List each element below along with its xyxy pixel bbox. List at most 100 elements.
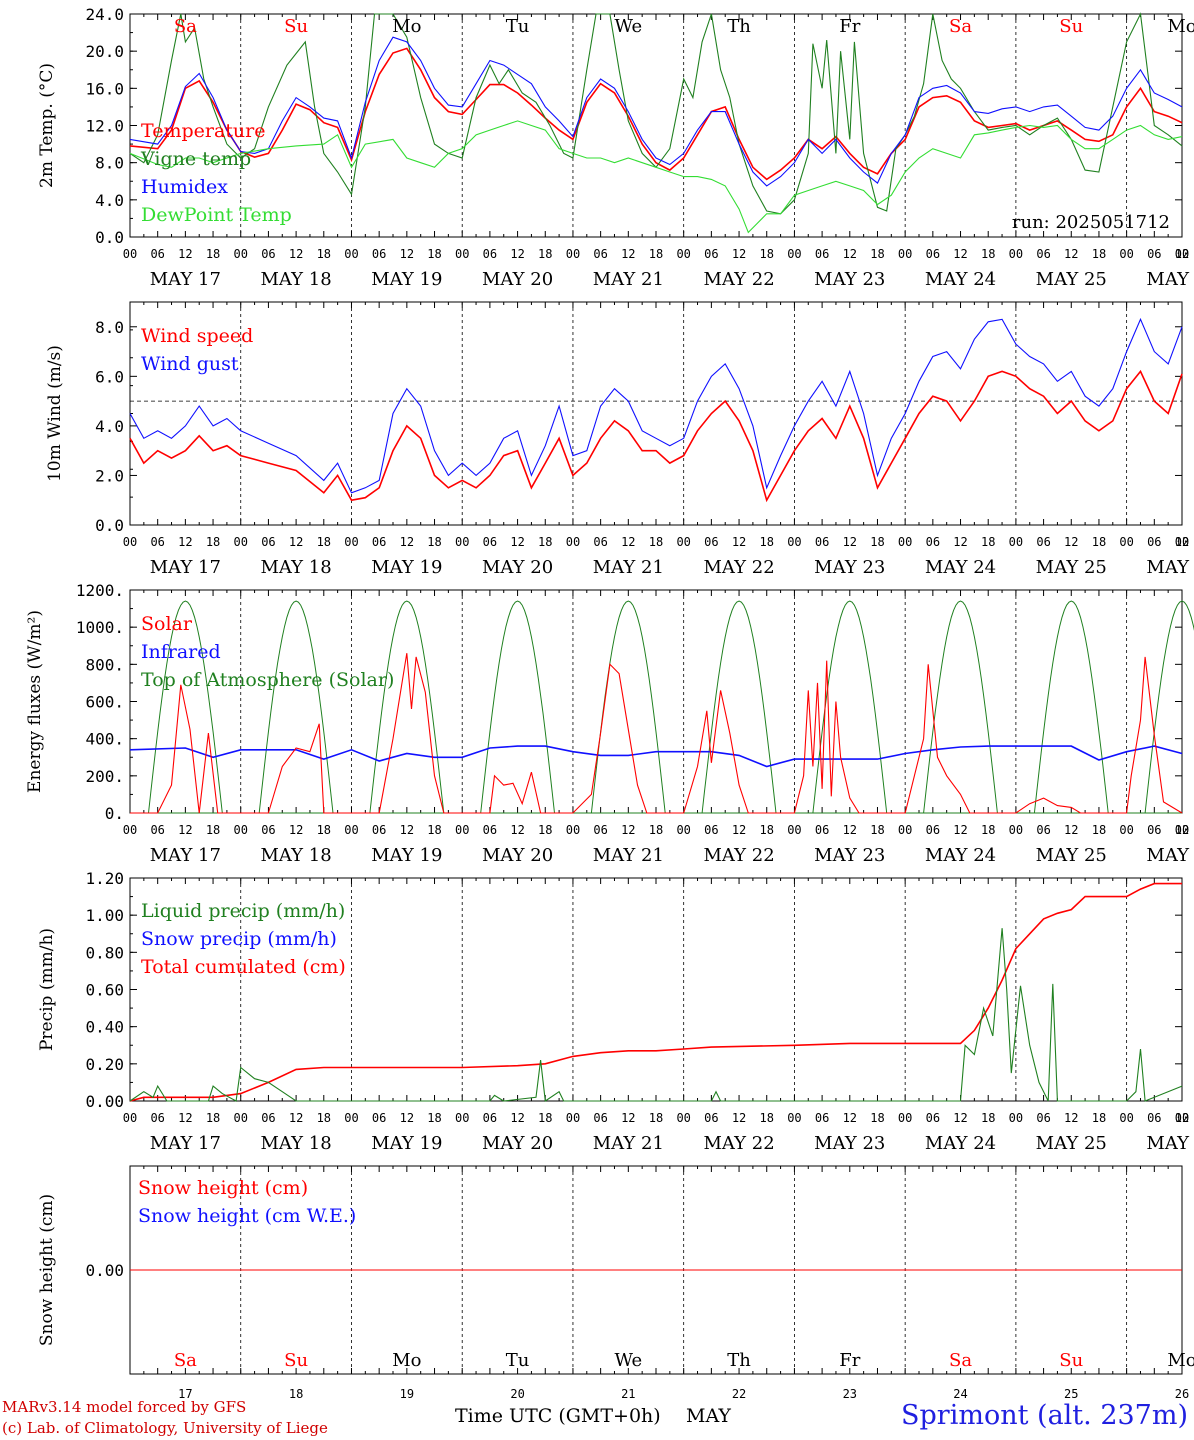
toa-solar-line [480,600,555,814]
date-label: MAY 24 [925,269,996,290]
hour-tick-label: 18 [760,823,774,837]
day-name-label: Th [727,1350,751,1371]
hour-tick-label: 06 [372,823,386,837]
hour-tick-label: 00 [1119,1111,1133,1125]
hour-tick-label: 12 [621,247,635,261]
hour-tick-label: 06 [150,247,164,261]
legend-entry: Top of Atmosphere (Solar) [141,669,394,691]
hour-tick-label: 18 [538,823,552,837]
y-tick-label: 2.0 [95,466,124,485]
hour-tick-label: 18 [427,247,441,261]
date-label: MAY 20 [482,557,553,578]
hour-tick-label: 06 [926,823,940,837]
hour-tick-label: 06 [926,1111,940,1125]
hour-tick-label: 06 [372,1111,386,1125]
y-axis-label: Precip (mm/h) [37,928,57,1051]
y-tick-label: 0.0 [95,516,124,535]
day-number-label: 26 [1175,1387,1189,1401]
hour-tick-label: 00 [234,823,248,837]
hour-tick-label: 06 [1036,247,1050,261]
date-label: MAY 25 [1036,1133,1107,1154]
hour-tick-label: 00 [898,247,912,261]
legend-entry: Snow height (cm) [138,1177,308,1199]
toa-solar-line [923,600,998,814]
hour-tick-label: 12 [510,247,524,261]
day-name-label: Su [1059,16,1083,37]
hour-tick-label: 12 [1064,535,1078,549]
lab-credit: (c) Lab. of Climatology, University of L… [2,1419,328,1437]
hour-tick-label: 18 [427,1111,441,1125]
legend-entry: Total cumulated (cm) [141,956,346,978]
hour-tick-label: 00 [676,247,690,261]
y-axis-label: Energy fluxes (W/m²) [25,610,45,793]
date-label: MAY 20 [482,269,553,290]
date-label: MAY 17 [150,845,221,866]
day-name-label: Mo [392,1350,421,1371]
series-line-dewpoint-temp [129,120,1183,234]
hour-tick-label: 12 [178,823,192,837]
y-tick-label: 12.0 [85,117,124,136]
hour-tick-label: 06 [483,823,497,837]
hour-tick-label: 12 [621,1111,635,1125]
date-label: MAY 17 [150,557,221,578]
y-tick-label: 0.80 [85,943,124,962]
model-credit: MARv3.14 model forced by GFS [2,1398,247,1416]
hour-tick-label: 00 [1119,823,1133,837]
hour-tick-label: 06 [261,823,275,837]
hour-tick-label: 12 [843,823,857,837]
hour-tick-label: 06 [593,535,607,549]
hour-tick-label: 00 [234,535,248,549]
date-label: MAY 18 [260,845,331,866]
hour-tick-label: 00 [455,535,469,549]
hour-tick-label: 00 [234,1111,248,1125]
hour-tick-label: 00 [1175,823,1189,837]
toa-solar-line [590,600,666,814]
hour-tick-label: 18 [981,823,995,837]
legend-entry: Snow precip (mm/h) [141,928,337,950]
y-tick-label: 6.0 [95,367,124,386]
hour-tick-label: 18 [870,535,884,549]
y-tick-label: 0.20 [85,1055,124,1074]
y-tick-label: 600. [85,693,124,712]
date-label: MAY 23 [814,269,885,290]
hour-tick-label: 12 [621,823,635,837]
y-tick-label: 4.0 [95,191,124,210]
legend-entry: Infrared [141,641,221,663]
hour-tick-label: 18 [870,823,884,837]
hour-tick-label: 18 [760,535,774,549]
hour-tick-label: 06 [926,535,940,549]
hour-tick-label: 06 [261,535,275,549]
hour-tick-label: 12 [621,535,635,549]
y-tick-label: 24.0 [85,5,124,24]
series-line-solar [130,653,1183,814]
y-axis-label: Snow height (cm) [37,1194,57,1346]
hour-tick-label: 12 [953,535,967,549]
hour-tick-label: 18 [1092,247,1106,261]
date-label: MAY 23 [814,557,885,578]
series-line-liquid-precip-mm-h- [129,928,1183,1102]
hour-tick-label: 12 [953,247,967,261]
series-line-total-cumulated-cm- [129,882,1182,1102]
toa-solar-line [1033,600,1109,814]
day-name-label: Su [284,1350,308,1371]
y-tick-label: 0.00 [85,1092,124,1111]
date-label: MAY 17 [150,1133,221,1154]
y-tick-label: 1.00 [85,906,124,925]
legend-entry: Temperature [141,120,265,142]
day-number-label: 25 [1064,1387,1078,1401]
hour-tick-label: 18 [649,535,663,549]
date-label: MAY 26 [1146,269,1194,290]
hour-tick-label: 06 [815,535,829,549]
date-label: MAY 20 [482,845,553,866]
day-number-label: 18 [289,1387,303,1401]
day-name-label: Th [727,16,751,37]
day-name-label: Mo [1167,1350,1194,1371]
date-label: MAY 17 [150,269,221,290]
day-number-label: 19 [400,1387,414,1401]
day-name-label: Sa [949,1350,972,1371]
hour-tick-label: 12 [1064,247,1078,261]
y-tick-label: 1.20 [85,869,124,888]
hour-tick-label: 00 [123,535,137,549]
hour-tick-label: 18 [427,823,441,837]
hour-tick-label: 06 [815,1111,829,1125]
